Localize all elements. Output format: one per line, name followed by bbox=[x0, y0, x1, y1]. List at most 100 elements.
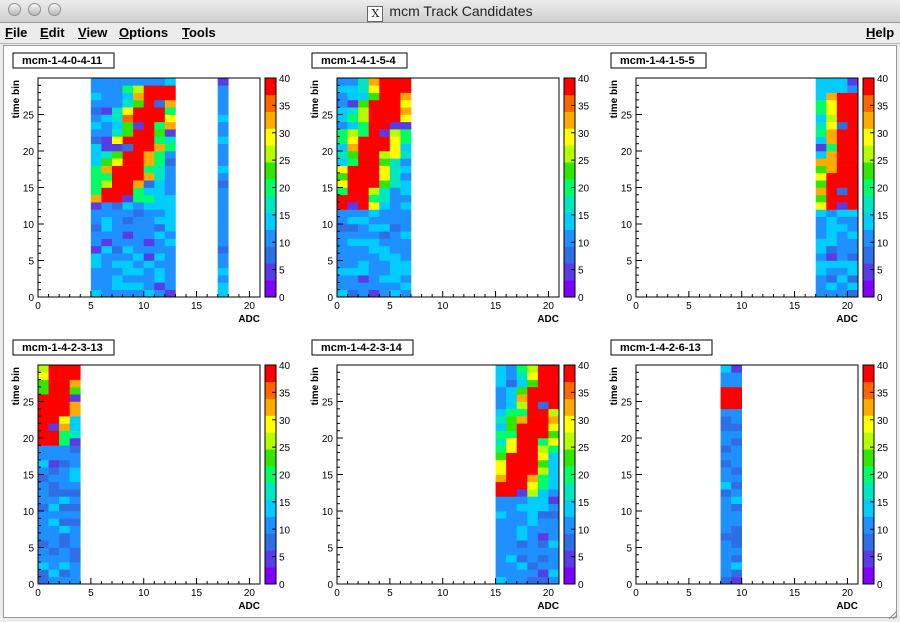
heatmap-cell bbox=[537, 540, 549, 548]
heatmap-cell bbox=[143, 180, 155, 188]
heatmap-cell bbox=[217, 151, 229, 159]
heatmap-cell bbox=[527, 474, 539, 483]
heatmap-cell bbox=[38, 445, 49, 453]
heatmap-cell bbox=[516, 540, 528, 548]
heatmap-cell bbox=[38, 372, 49, 380]
menu-options[interactable]: Options bbox=[119, 25, 168, 40]
heatmap-cell bbox=[154, 136, 166, 144]
menu-tools[interactable]: Tools bbox=[182, 25, 216, 40]
heatmap-cell bbox=[337, 194, 348, 203]
y-axis-label: time bin bbox=[310, 367, 321, 405]
heatmap-cell bbox=[347, 121, 359, 130]
heatmap-cell bbox=[720, 540, 732, 548]
heatmap-cell bbox=[164, 180, 176, 188]
heatmap-cell bbox=[847, 282, 859, 290]
heatmap-cell bbox=[400, 260, 412, 269]
heatmap-cell bbox=[217, 202, 229, 210]
heatmap-cell bbox=[815, 202, 827, 210]
resize-grip-icon[interactable] bbox=[888, 610, 898, 620]
heatmap-cell bbox=[826, 180, 838, 188]
heatmap-cell bbox=[112, 107, 123, 115]
x-tick-label: 20 bbox=[842, 588, 854, 599]
heatmap-cell bbox=[217, 253, 229, 261]
heatmap-cell bbox=[368, 282, 380, 290]
heatmap-cell bbox=[48, 532, 60, 541]
heatmap-cell bbox=[38, 459, 49, 468]
heatmap-cell bbox=[347, 231, 359, 239]
heatmap-cell bbox=[836, 282, 848, 290]
heatmap-cell bbox=[400, 238, 412, 247]
root-canvas[interactable]: mcm-1-4-0-4-11 0 5 10 15 20 0 5 10 15 20 25 ADC time … bbox=[3, 45, 897, 618]
heatmap-cell bbox=[337, 114, 348, 123]
minimize-window-button[interactable] bbox=[28, 3, 41, 16]
heatmap-cell bbox=[516, 467, 528, 475]
menu-help[interactable]: Help bbox=[866, 25, 894, 40]
y-tick-label: 25 bbox=[621, 111, 633, 122]
heatmap-cell bbox=[389, 260, 401, 269]
heatmap-cell bbox=[836, 121, 848, 130]
heatmap-cell bbox=[368, 121, 380, 130]
menu-edit[interactable]: Edit bbox=[40, 25, 65, 40]
heatmap-cell bbox=[59, 496, 71, 504]
heatmap-cell bbox=[358, 289, 370, 298]
heatmap-cell bbox=[59, 525, 71, 534]
color-bar-segment bbox=[863, 550, 874, 568]
heatmap-cell bbox=[101, 216, 113, 225]
zoom-window-button[interactable] bbox=[48, 3, 61, 16]
heatmap-cell bbox=[379, 289, 391, 298]
heatmap-cell bbox=[506, 489, 518, 497]
x-tick-label: 10 bbox=[736, 588, 748, 599]
heatmap-cell bbox=[368, 238, 380, 247]
heatmap-cell bbox=[731, 547, 743, 556]
heatmap-cell bbox=[548, 496, 560, 504]
heatmap-cell bbox=[347, 267, 359, 276]
heatmap-cell bbox=[506, 569, 518, 577]
heatmap-cell bbox=[337, 216, 348, 225]
close-window-button[interactable] bbox=[8, 3, 21, 16]
heatmap-cell bbox=[527, 394, 539, 402]
heatmap-cell bbox=[847, 267, 859, 276]
color-bar-segment bbox=[265, 499, 276, 517]
z-tick-label: 0 bbox=[877, 293, 883, 304]
z-tick-label: 15 bbox=[279, 211, 291, 222]
heatmap-cell bbox=[537, 489, 549, 497]
color-bar-segment bbox=[265, 179, 276, 197]
heatmap-cell bbox=[836, 245, 848, 254]
heatmap-cell bbox=[400, 231, 412, 239]
heatmap-cell bbox=[506, 372, 518, 380]
heatmap-cell bbox=[90, 114, 102, 123]
z-tick-label: 5 bbox=[578, 553, 584, 564]
heatmap-cell bbox=[368, 158, 380, 166]
histogram-grid[interactable]: mcm-1-4-0-4-11 0 5 10 15 20 0 5 10 15 20 25 ADC time … bbox=[4, 46, 896, 617]
heatmap-cells bbox=[720, 365, 743, 585]
heatmap-cell bbox=[389, 172, 401, 181]
heatmap-cell bbox=[101, 85, 113, 93]
heatmap-cell bbox=[368, 275, 380, 283]
heatmap-cell bbox=[112, 85, 123, 93]
heatmap-cell bbox=[516, 372, 528, 380]
z-tick-label: 40 bbox=[578, 74, 590, 85]
heatmap-cell bbox=[847, 224, 859, 232]
heatmap-cell bbox=[217, 114, 229, 123]
heatmap-cell bbox=[38, 496, 49, 504]
heatmap-cell bbox=[59, 489, 71, 497]
heatmap-cell bbox=[69, 525, 81, 534]
heatmap-cell bbox=[133, 216, 145, 225]
pad-title-box bbox=[12, 339, 115, 356]
heatmap-cell bbox=[48, 569, 60, 577]
heatmap-cell bbox=[527, 430, 539, 439]
heatmap-cell bbox=[48, 474, 60, 483]
color-bar-segment bbox=[265, 94, 276, 112]
menu-view[interactable]: View bbox=[78, 25, 107, 40]
heatmap-cell bbox=[90, 92, 102, 101]
x-tick-label: 10 bbox=[437, 301, 449, 312]
heatmap-cell bbox=[400, 136, 412, 144]
heatmap-cell bbox=[69, 576, 81, 585]
z-tick-label: 15 bbox=[578, 498, 590, 509]
heatmap-cell bbox=[38, 532, 49, 541]
color-bar-segment bbox=[564, 466, 575, 484]
heatmap-cell bbox=[38, 474, 49, 483]
heatmap-cell bbox=[154, 194, 166, 203]
menu-file[interactable]: File bbox=[5, 25, 27, 40]
